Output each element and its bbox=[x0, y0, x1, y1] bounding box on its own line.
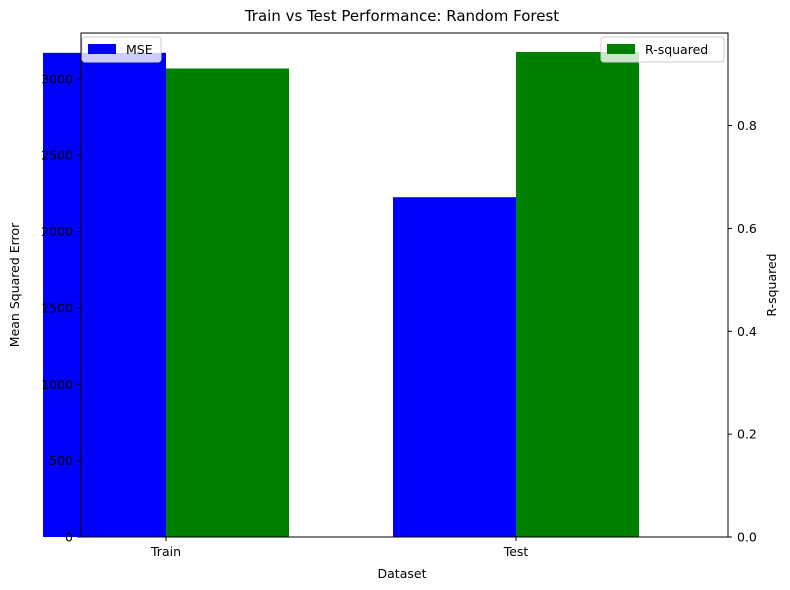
left-tick-label: 2000 bbox=[41, 224, 73, 239]
bar-r-squared-train bbox=[166, 68, 289, 537]
left-tick-label: 2500 bbox=[41, 148, 73, 163]
legend-r-squared: R-squared bbox=[600, 36, 725, 63]
right-tick-label: 0.0 bbox=[737, 530, 757, 545]
left-tick-label: 3000 bbox=[41, 71, 73, 86]
right-tick-label: 0.2 bbox=[737, 427, 757, 442]
left-axis-ticks: 0 500 1000 1500 2000 2500 3000 bbox=[41, 71, 81, 545]
legend-mse-frame bbox=[81, 36, 162, 63]
x-axis-label: Dataset bbox=[378, 566, 427, 581]
legend-mse: MSE bbox=[81, 36, 162, 63]
bar-mse-train bbox=[43, 52, 166, 537]
x-axis-ticks: Train Test bbox=[150, 537, 528, 559]
bar-r-squared-test bbox=[516, 52, 639, 538]
right-axis-label: R-squared bbox=[764, 253, 779, 316]
chart-title: Train vs Test Performance: Random Forest bbox=[244, 7, 559, 25]
left-tick-label: 1500 bbox=[41, 300, 73, 315]
legend-r-squared-label: R-squared bbox=[645, 42, 708, 57]
bars-layer bbox=[43, 52, 639, 538]
plot-frame bbox=[80, 32, 729, 538]
right-tick-label: 0.4 bbox=[737, 324, 757, 339]
x-tick-label: Train bbox=[150, 544, 181, 559]
left-tick-label: 1000 bbox=[41, 377, 73, 392]
x-tick-label: Test bbox=[503, 544, 529, 559]
legend-r-squared-frame bbox=[600, 36, 725, 63]
bar-mse-test bbox=[393, 197, 516, 537]
left-tick-label: 0 bbox=[65, 530, 73, 545]
right-tick-label: 0.6 bbox=[737, 221, 757, 236]
left-tick-label: 500 bbox=[49, 453, 73, 468]
right-tick-label: 0.8 bbox=[737, 118, 757, 133]
legend-mse-label: MSE bbox=[126, 42, 153, 57]
right-axis-ticks: 0.0 0.2 0.4 0.6 0.8 bbox=[728, 118, 757, 545]
left-axis-label: Mean Squared Error bbox=[7, 222, 22, 347]
legend-r-squared-swatch bbox=[607, 44, 635, 54]
legend-mse-swatch bbox=[88, 44, 116, 54]
